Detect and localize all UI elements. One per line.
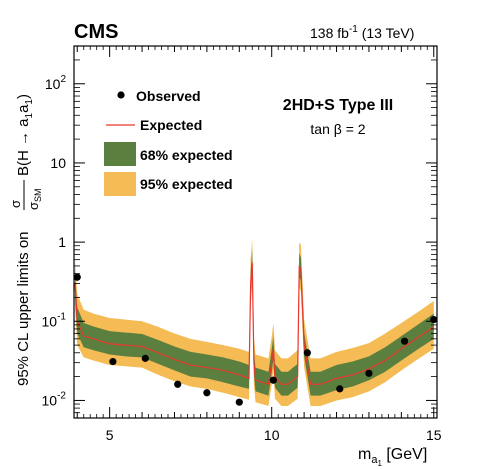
- observed-point: [365, 369, 373, 377]
- observed-point: [269, 376, 277, 384]
- legend-observed-label: Observed: [136, 88, 201, 104]
- y-tick-label: 10-2: [42, 390, 67, 408]
- observed-point: [73, 273, 81, 281]
- model-param: tan β = 2: [310, 121, 365, 137]
- legend-expected-label: Expected: [140, 117, 202, 133]
- band-68-expected: [74, 250, 434, 396]
- expected-layer: [74, 262, 435, 386]
- x-axis-title: ma1 [GeV]: [358, 446, 427, 468]
- axis-ticks: [74, 45, 437, 419]
- observed-point: [430, 315, 438, 324]
- observed-point: [303, 349, 311, 357]
- band-95-expected: [74, 238, 434, 407]
- luminosity-label: 138 fb-1 (13 TeV): [310, 24, 414, 41]
- axis-tick-labels: 5 10 15 10-2 10-1 1 10 102: [42, 74, 442, 443]
- bands-layer: [74, 238, 434, 407]
- observed-layer: [73, 273, 438, 406]
- y-axis-title: 95% CL upper limits on σ σSM B(H → a1a1): [8, 94, 43, 386]
- observed-point: [174, 380, 182, 388]
- y-tick-label: 1: [58, 234, 66, 250]
- x-tick-label: 5: [106, 427, 114, 443]
- y-tick-label: 102: [45, 74, 67, 92]
- legend-band95-label: 95% expected: [140, 176, 233, 192]
- cms-label: CMS: [74, 21, 118, 43]
- model-title: 2HD+S Type III: [283, 97, 393, 114]
- y-axis-title-br: B(H → a1a1): [15, 94, 35, 176]
- observed-point: [203, 389, 211, 397]
- legend-band95-swatch: [104, 172, 136, 196]
- y-axis-title-prefix: 95% CL upper limits on: [15, 231, 32, 386]
- y-tick-label: 10: [50, 155, 66, 171]
- x-tick-label: 10: [264, 427, 280, 443]
- plot-frame: [73, 45, 438, 419]
- y-axis-frac-den: σSM: [26, 188, 43, 210]
- observed-point: [235, 398, 243, 406]
- observed-point: [336, 385, 344, 393]
- legend-observed-marker: [117, 91, 125, 99]
- y-tick-label: 10-1: [42, 311, 67, 329]
- expected-line: [74, 262, 435, 386]
- observed-point: [109, 357, 117, 366]
- observed-point: [141, 354, 149, 362]
- y-axis-frac-num: σ: [8, 200, 23, 208]
- x-tick-label: 15: [426, 427, 442, 443]
- legend-band68-swatch: [104, 142, 136, 166]
- observed-point: [400, 337, 409, 345]
- legend-band68-label: 68% expected: [140, 147, 233, 163]
